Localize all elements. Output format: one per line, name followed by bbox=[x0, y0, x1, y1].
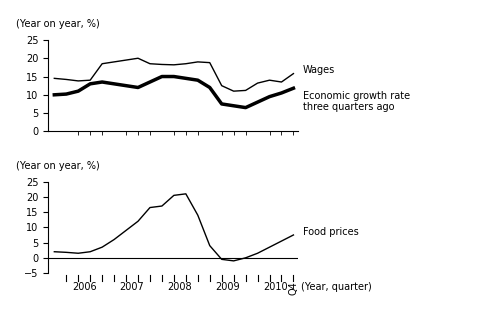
Text: 2006: 2006 bbox=[72, 282, 96, 292]
Text: (Year on year, %): (Year on year, %) bbox=[15, 19, 99, 29]
Text: (Year on year, %): (Year on year, %) bbox=[15, 161, 99, 171]
Text: Q4: Q4 bbox=[288, 282, 298, 295]
Text: Food prices: Food prices bbox=[302, 227, 358, 237]
Text: Wages: Wages bbox=[302, 65, 335, 75]
Text: Economic growth rate
three quarters ago: Economic growth rate three quarters ago bbox=[302, 91, 409, 112]
Text: 2009: 2009 bbox=[215, 282, 240, 292]
Text: 2007: 2007 bbox=[120, 282, 144, 292]
Text: (Year, quarter): (Year, quarter) bbox=[300, 282, 371, 292]
Text: 2008: 2008 bbox=[167, 282, 192, 292]
Text: 2010: 2010 bbox=[263, 282, 287, 292]
